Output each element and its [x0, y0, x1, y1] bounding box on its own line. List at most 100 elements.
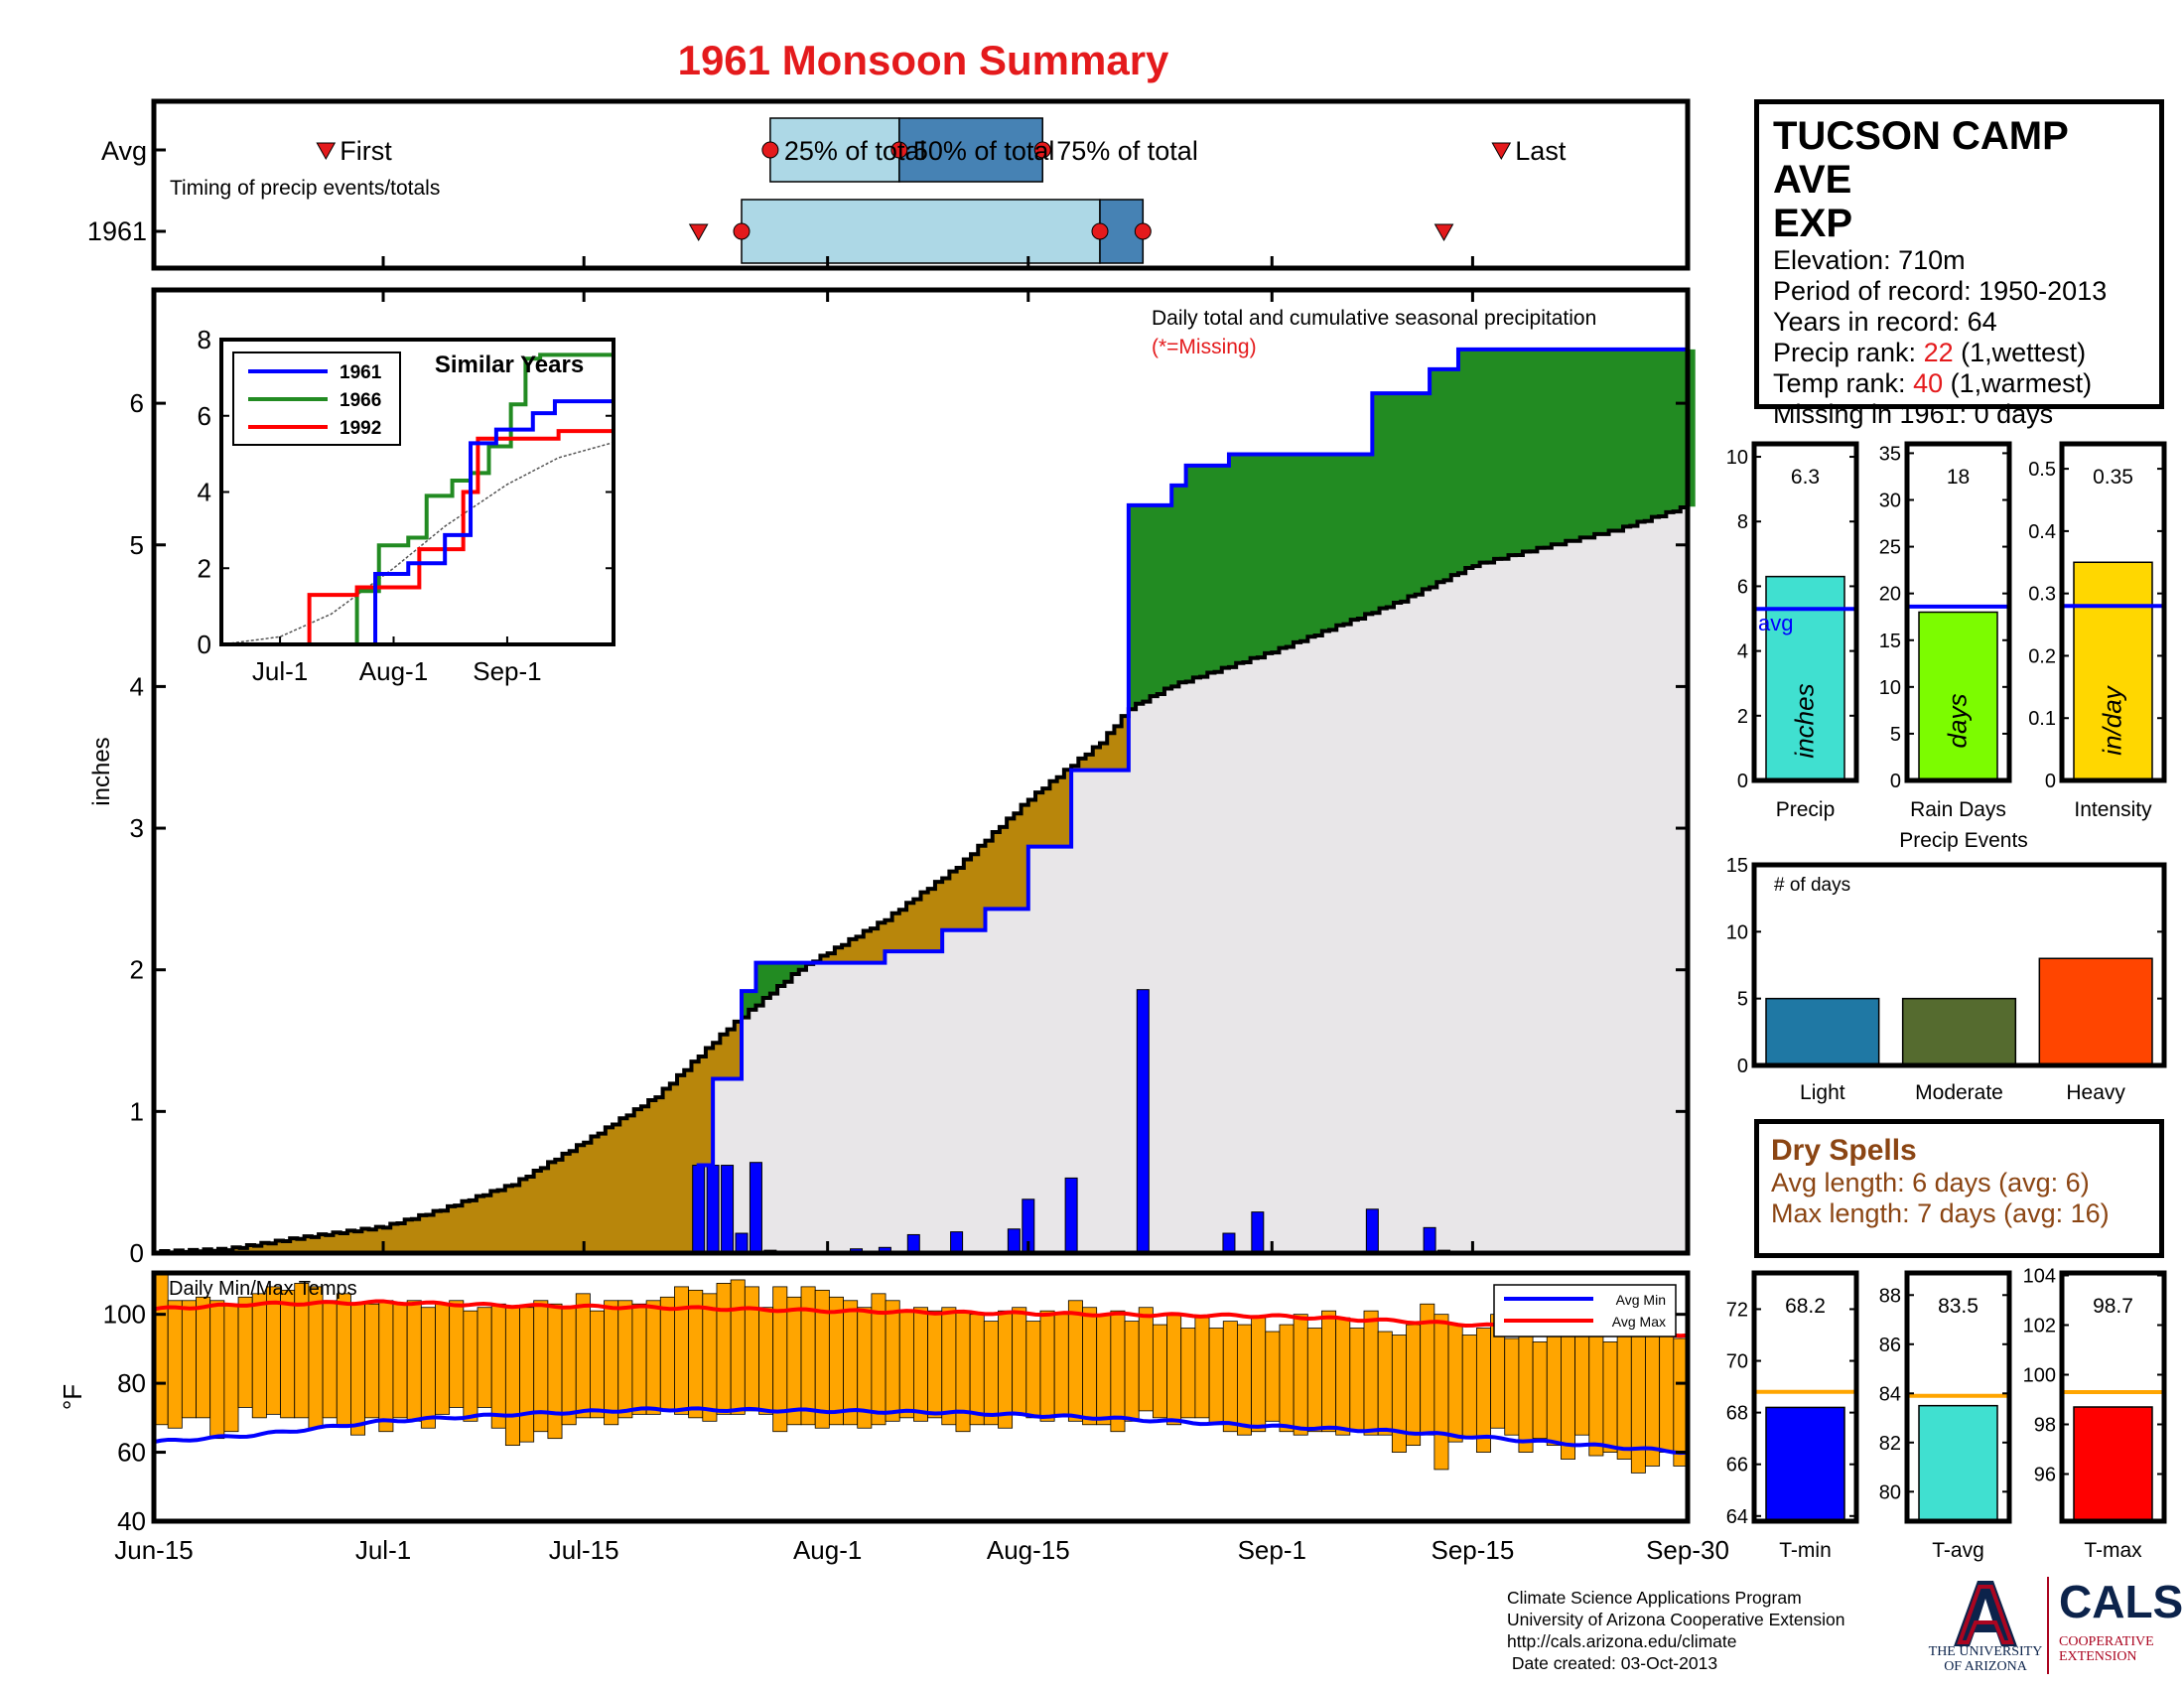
daily-temp-bar — [645, 1300, 661, 1415]
events-ytick-label: 10 — [1726, 921, 1748, 943]
events-bar-moderate — [1901, 997, 2017, 1066]
inset-ytick-label: 4 — [198, 478, 211, 507]
tavg-panel-ytick-label: 80 — [1879, 1481, 1901, 1503]
tmin-panel-value-label: 68.2 — [1785, 1295, 1826, 1318]
tmax-panel-ytick-label: 102 — [2023, 1316, 2056, 1337]
timing-avg-first-last-marker — [316, 142, 337, 161]
daily-temp-bar — [463, 1310, 478, 1422]
precip-panel-ytick-label: 4 — [1737, 641, 1748, 663]
timing-year-quantile-marker — [733, 222, 751, 240]
station-period: Period of record: 1950-2013 — [1773, 276, 2108, 306]
area-deficit — [160, 716, 1130, 1253]
timing-year-quantile-marker — [1134, 222, 1152, 240]
credits-line3: http://cals.arizona.edu/climate — [1507, 1631, 1737, 1651]
daily-precip-bar — [1222, 1232, 1236, 1254]
date-tick-label: Sep-1 — [1238, 1535, 1306, 1565]
daily-temp-bar — [1546, 1335, 1562, 1447]
inset-ytick-label: 8 — [198, 325, 211, 354]
station-temp-rank: Temp rank: 40 (1,warmest) — [1773, 368, 2145, 399]
tmax-panel-xlabel: T-max — [2084, 1539, 2142, 1562]
daily-temp-bar — [1532, 1341, 1548, 1440]
events-ytick-label: 5 — [1737, 989, 1748, 1011]
tavg-panel-xlabel: T-avg — [1932, 1539, 1984, 1562]
daily-temp-bar — [1194, 1317, 1210, 1419]
precip-panel-value-label: 6.3 — [1791, 466, 1820, 489]
ua-wordmark: THE UNIVERSITY OF ARIZONA — [1916, 1644, 2055, 1674]
inset-series-1961 — [221, 399, 614, 646]
daily-temp-bar — [167, 1300, 183, 1429]
daily-temp-bar — [1110, 1310, 1126, 1433]
daily-temp-bar — [927, 1310, 943, 1419]
daily-precip-bar — [1423, 1226, 1436, 1254]
tmax-panel-value-label: 98.7 — [2093, 1295, 2133, 1318]
temps-title: Daily Min/Max Temps — [169, 1278, 357, 1300]
daily-temp-bar — [490, 1303, 506, 1429]
precip-panel-ytick-label: 0 — [1737, 771, 1748, 792]
events-title: Precip Events — [1899, 829, 2028, 852]
intensity-panel-value-label: 0.35 — [2093, 466, 2133, 489]
daily-temp-bar — [1518, 1331, 1534, 1453]
main-ytick-label: 4 — [130, 671, 144, 701]
timing-q25-label: 25% of total — [784, 136, 926, 166]
raindays-panel-xlabel: Rain Days — [1910, 798, 2006, 821]
daily-temp-bar — [758, 1307, 774, 1415]
daily-temp-bar — [969, 1314, 985, 1426]
daily-temp-bar — [196, 1296, 211, 1419]
events-ytick-label: 0 — [1737, 1055, 1748, 1077]
tmax-panel-frame — [2059, 1270, 2167, 1524]
raindays-panel-ytick-label: 15 — [1879, 631, 1901, 652]
timing-q50-label: 50% of total — [913, 136, 1055, 166]
daily-temp-bar — [1461, 1335, 1477, 1440]
main-ytick-label: 2 — [130, 955, 144, 985]
tmin-panel-ytick-label: 70 — [1726, 1351, 1748, 1373]
daily-precip-bar — [1064, 1177, 1078, 1254]
daily-temp-bar — [1180, 1328, 1196, 1419]
daily-temp-bar — [1588, 1335, 1604, 1457]
raindays-panel-unit: days — [1943, 694, 1973, 749]
inset-axis-ticks: 0 2 4 6 8 Jul-1 Aug-1 Sep-1 — [198, 325, 614, 686]
daily-temp-bar — [392, 1303, 408, 1419]
daily-temp-bar — [1265, 1331, 1281, 1422]
daily-temp-bar — [1349, 1328, 1365, 1433]
raindays-panel-frame — [1904, 441, 2012, 783]
date-tick-label: Jul-1 — [355, 1535, 411, 1565]
daily-temp-bar — [322, 1300, 338, 1419]
station-elevation: Elevation: 710m — [1773, 245, 1966, 275]
cals-wordmark: CALS — [2059, 1576, 2184, 1627]
precip-panel-xlabel: Precip — [1776, 798, 1836, 821]
ua-line1: THE UNIVERSITY — [1928, 1644, 2043, 1659]
daily-temp-bar — [786, 1296, 802, 1426]
date-tick-label: Sep-15 — [1431, 1535, 1514, 1565]
raindays-panel-ytick-label: 10 — [1879, 677, 1901, 699]
temps-frame — [151, 1270, 1691, 1524]
daily-temp-bar — [1096, 1314, 1112, 1426]
events-frame — [1751, 862, 2167, 1068]
daily-temp-bar — [913, 1307, 928, 1422]
daily-temp-bar — [280, 1289, 296, 1419]
daily-temps-panel: 40 60 80 100 Daily Min/Max Temps °F Avg Min… — [58, 1270, 1691, 1536]
cals-extension: COOPERATIVE EXTENSION — [2059, 1634, 2154, 1664]
main-ytick-label: 3 — [130, 813, 144, 843]
daily-temp-bar — [350, 1303, 366, 1436]
raindays-panel-value-label: 18 — [1947, 466, 1970, 489]
raindays-panel-bar — [1918, 611, 1998, 781]
temps-legend-box — [1493, 1284, 1677, 1337]
precip-panel-frame — [1751, 441, 1859, 783]
main-ylabel: inches — [88, 737, 115, 805]
tavg-panel-ytick-label: 88 — [1879, 1285, 1901, 1307]
daily-temp-bar — [604, 1300, 619, 1426]
daily-temp-bar — [420, 1307, 436, 1429]
events-xlabel: Light — [1800, 1081, 1845, 1104]
daily-temp-bar — [1082, 1307, 1098, 1426]
dry-spells-box: Dry Spells Avg length: 6 days (avg: 6) M… — [1754, 1119, 2164, 1258]
date-axis-labels: Jun-15 Jul-1 Jul-15 Aug-1 Aug-15 Sep-1 Sep-15 S… — [114, 1535, 1729, 1565]
date-tick-label: Jun-15 — [114, 1535, 194, 1565]
daily-temp-bar — [941, 1307, 957, 1426]
tmax-panel-ytick-label: 100 — [2023, 1365, 2056, 1387]
daily-temp-bar — [1447, 1324, 1463, 1443]
main-legend-missing: (*=Missing) — [1152, 336, 1257, 358]
daily-precip-bar — [721, 1165, 735, 1254]
credits-line4: Date created: 03-Oct-2013 — [1507, 1653, 1718, 1673]
tavg-panel-value-label: 83.5 — [1938, 1295, 1979, 1318]
area-below-both — [154, 506, 1688, 1253]
